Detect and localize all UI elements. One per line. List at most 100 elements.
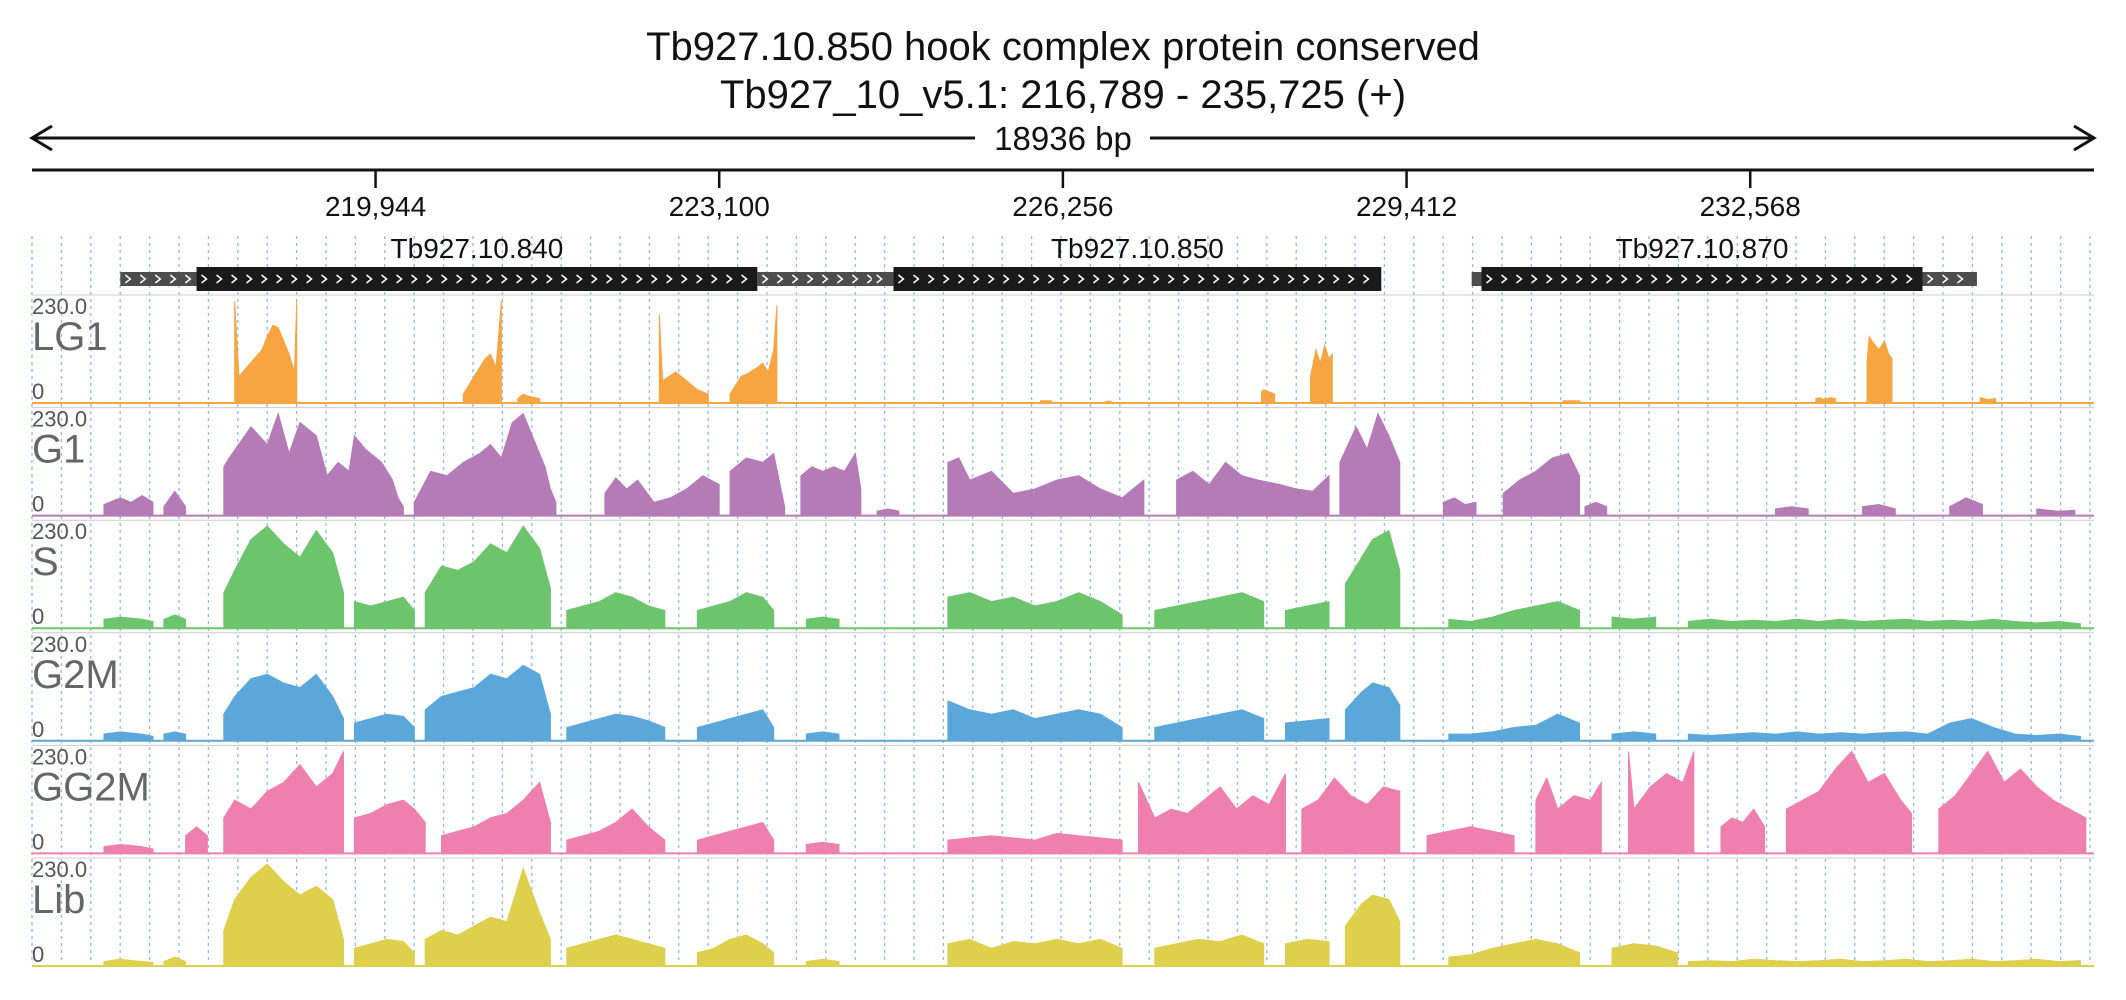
signal-area <box>1176 461 1330 517</box>
strand-chevron <box>291 274 298 284</box>
strand-chevron <box>1047 274 1055 284</box>
track-name: S <box>32 540 59 584</box>
strand-chevron <box>821 274 829 284</box>
signal-area <box>103 958 154 967</box>
span-arrow-left-head <box>29 124 53 152</box>
strand-chevron <box>396 274 403 284</box>
signal-area <box>1720 808 1766 854</box>
strand-chevron <box>927 274 935 284</box>
signal-area <box>805 841 840 854</box>
utr-block <box>1922 272 1977 286</box>
strand-chevron <box>1726 274 1733 284</box>
signal-area <box>1938 750 2087 854</box>
track-g2m: 230.0 0 G2M <box>32 632 2094 742</box>
strand-chevron <box>1242 274 1250 284</box>
strand-chevron <box>561 274 568 284</box>
strand-chevron <box>1122 274 1130 284</box>
signal-area <box>1285 718 1330 742</box>
track-gg2m: 230.0 0 GG2M <box>32 744 2094 855</box>
strand-chevron <box>1711 274 1718 284</box>
signal-area <box>1154 592 1265 629</box>
track-name: G2M <box>32 653 119 697</box>
signal-area <box>566 934 666 967</box>
signal-area <box>1310 343 1333 404</box>
gene-label: Tb927.10.840 <box>391 233 564 264</box>
signal-area <box>353 596 415 629</box>
signal-area <box>805 731 840 742</box>
strand-chevron <box>1816 274 1823 284</box>
strand-chevron <box>791 274 799 284</box>
signal-area <box>413 412 557 517</box>
signal-area <box>424 525 551 629</box>
signal-area <box>2036 508 2076 517</box>
strand-chevron <box>1846 274 1853 284</box>
strand-chevron <box>1152 274 1160 284</box>
signal-area <box>441 781 551 854</box>
strand-chevron <box>1786 274 1793 284</box>
strand-chevron <box>696 274 703 284</box>
signal-area <box>223 525 344 629</box>
signal-area <box>1866 335 1893 404</box>
track-scale-min: 0 <box>32 942 44 967</box>
signal-area <box>1285 600 1330 629</box>
signal-area <box>1261 389 1276 404</box>
signal-area <box>163 614 187 629</box>
strand-chevron <box>912 274 920 284</box>
strand-chevron <box>1561 274 1568 284</box>
signal-area <box>462 300 502 404</box>
signal-area <box>163 490 187 517</box>
track-scale-max: 230.0 <box>32 294 87 319</box>
track-scale-min: 0 <box>32 379 44 404</box>
track-lib: 230.0 0 Lib <box>32 857 2094 967</box>
signal-area <box>566 713 666 742</box>
strand-chevron <box>1666 274 1673 284</box>
signal-area <box>1448 601 1580 629</box>
strand-chevron <box>1197 274 1205 284</box>
signal-area <box>1448 713 1580 742</box>
strand-chevron <box>1347 274 1355 284</box>
strand-chevron <box>471 274 478 284</box>
chart-title-line1: Tb927.10.850 hook complex protein conser… <box>646 25 1480 69</box>
strand-chevron <box>711 274 718 284</box>
signal-area <box>1535 776 1602 854</box>
signal-area <box>103 616 154 629</box>
strand-chevron <box>456 274 463 284</box>
signal-area <box>103 495 154 517</box>
strand-chevron <box>1062 274 1070 284</box>
signal-area <box>1426 826 1515 854</box>
signal-area <box>424 866 551 967</box>
signal-area <box>696 592 775 629</box>
strand-chevron <box>1287 274 1295 284</box>
signal-area <box>353 799 426 854</box>
signal-area <box>800 452 862 517</box>
strand-chevron <box>876 274 883 284</box>
strand-chevron <box>441 274 448 284</box>
signal-area <box>658 314 709 404</box>
strand-chevron <box>1257 274 1265 284</box>
track-scale-max: 230.0 <box>32 407 87 432</box>
signal-area <box>729 305 778 404</box>
strand-chevron <box>1591 274 1598 284</box>
strand-chevron <box>1831 274 1838 284</box>
track-name: G1 <box>32 428 85 472</box>
strand-chevron <box>154 274 162 284</box>
strand-chevron <box>366 274 373 284</box>
signal-area <box>1285 938 1330 967</box>
track-scale-min: 0 <box>32 717 44 742</box>
gene-track: Tb927.10.840 Tb927.10.850 Tb927.10.870 <box>120 233 1977 291</box>
strand-chevron <box>531 274 538 284</box>
signal-area <box>223 673 344 742</box>
strand-chevron <box>486 274 493 284</box>
signal-area <box>876 508 900 517</box>
strand-chevron <box>1756 274 1763 284</box>
signal-area <box>1584 501 1608 517</box>
strand-chevron <box>591 274 598 284</box>
signal-area <box>566 592 666 629</box>
strand-chevron <box>501 274 508 284</box>
strand-chevron <box>987 274 995 284</box>
strand-chevron <box>246 274 253 284</box>
strand-chevron <box>1771 274 1778 284</box>
strand-chevron <box>1032 274 1040 284</box>
strand-chevron <box>1302 274 1310 284</box>
strand-chevron <box>942 274 950 284</box>
